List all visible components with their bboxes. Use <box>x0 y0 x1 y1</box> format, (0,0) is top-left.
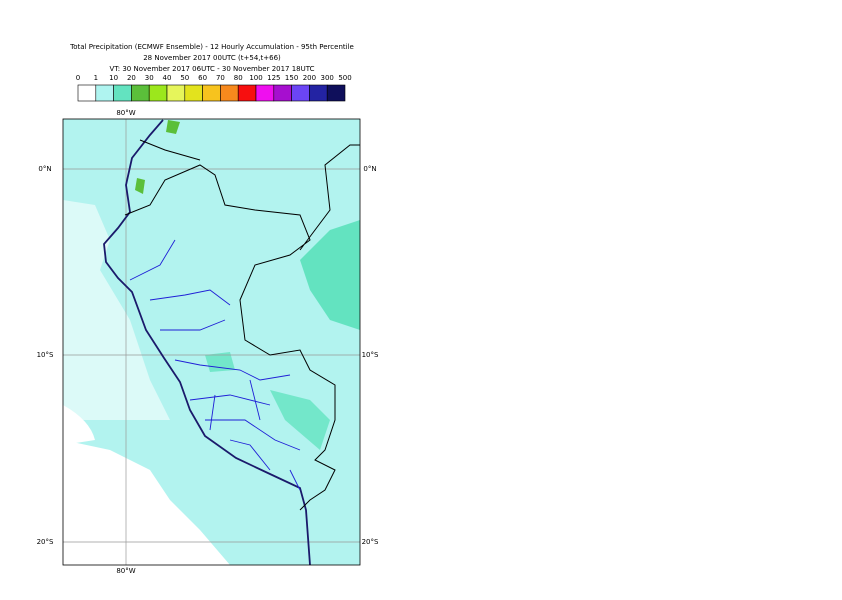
wet-area <box>270 390 330 450</box>
legend-label: 60 <box>198 74 207 82</box>
lat-label: 0°N <box>38 165 51 173</box>
region-border <box>129 239 301 491</box>
wet-area <box>135 178 145 194</box>
legend-label: 200 <box>303 74 316 82</box>
color-box <box>184 84 203 102</box>
map <box>63 119 360 565</box>
legend-label: 70 <box>216 74 225 82</box>
legend-label: 20 <box>127 74 136 82</box>
wet-area <box>166 120 180 134</box>
color-box <box>113 84 132 102</box>
legend-label: 1 <box>94 74 98 82</box>
color-box <box>326 84 346 102</box>
color-box <box>131 84 150 102</box>
lat-label: 20°S <box>362 538 379 546</box>
graticule <box>63 119 360 565</box>
color-box <box>77 84 97 102</box>
legend-label: 300 <box>321 74 334 82</box>
lat-label: 10°S <box>362 351 379 359</box>
dry-area <box>63 440 230 565</box>
lat-label: 20°S <box>37 538 54 546</box>
color-box <box>255 84 275 102</box>
country-border <box>124 139 360 511</box>
color-box <box>237 84 257 102</box>
colorbar: 0 1 10 20 30 40 50 60 70 80 100 125 150 200 300 500 <box>76 74 352 102</box>
legend-label: 80 <box>234 74 243 82</box>
color-box <box>95 84 114 102</box>
color-box <box>166 84 186 102</box>
legend-label: 30 <box>145 74 154 82</box>
lat-label: 0°N <box>363 165 376 173</box>
lon-label: 80°W <box>116 109 135 117</box>
color-box <box>220 84 239 102</box>
color-box <box>148 84 168 102</box>
title-line: 28 November 2017 00UTC (t+54,t+66) <box>143 54 281 62</box>
map-frame <box>62 118 361 566</box>
coastline <box>103 119 311 565</box>
title-line: Total Precipitation (ECMWF Ensemble) - 1… <box>69 43 354 51</box>
lat-label: 10°S <box>37 351 54 359</box>
legend-label: 125 <box>267 74 280 82</box>
legend-label: 50 <box>180 74 189 82</box>
color-box <box>202 84 221 102</box>
legend-label: 40 <box>163 74 172 82</box>
wet-area <box>300 220 360 330</box>
color-box <box>273 84 292 102</box>
legend-label: 100 <box>249 74 262 82</box>
title-line: VT: 30 November 2017 06UTC - 30 November… <box>109 65 314 73</box>
legend-label: 150 <box>285 74 298 82</box>
color-box <box>291 84 310 102</box>
legend-label: 0 <box>76 74 80 82</box>
color-box <box>309 84 328 102</box>
legend-label: 500 <box>338 74 351 82</box>
lon-label: 80°W <box>116 567 135 575</box>
dry-area <box>63 200 170 420</box>
legend-label: 10 <box>109 74 118 82</box>
